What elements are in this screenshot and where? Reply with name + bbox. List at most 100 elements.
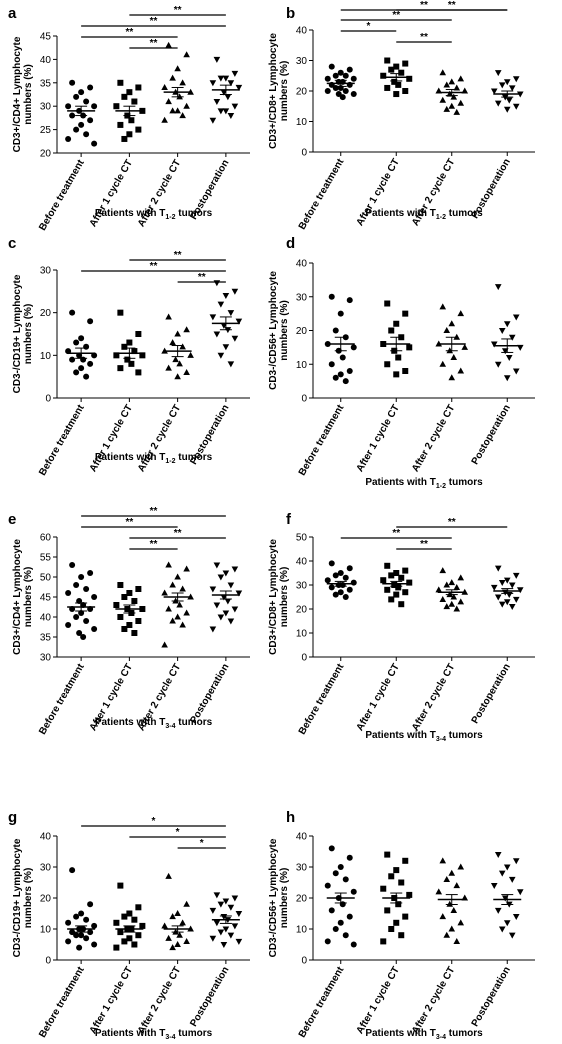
series-after-2-cycle-ct	[435, 303, 469, 381]
x-axis-label-sub: 3-4	[436, 736, 446, 743]
x-tick-label: After 2 cycle CT	[410, 403, 457, 474]
panel-letter: g	[8, 809, 17, 826]
data-point	[174, 107, 181, 114]
x-axis-label-tail: tumors	[176, 452, 213, 463]
significance-label: **	[198, 272, 206, 283]
data-point	[508, 582, 516, 589]
x-tick-label: After 1 cycle CT	[355, 662, 402, 733]
data-point	[346, 565, 353, 572]
data-point	[393, 867, 400, 874]
data-point	[494, 70, 502, 77]
data-point	[222, 610, 230, 617]
data-point	[135, 369, 142, 376]
data-point	[324, 88, 331, 94]
data-point	[503, 920, 511, 927]
data-point	[73, 93, 80, 100]
data-point	[135, 331, 142, 337]
data-point	[342, 88, 349, 94]
x-axis-label-main: Patients with T	[365, 477, 436, 488]
data-point	[350, 75, 357, 82]
data-point	[498, 82, 506, 89]
data-point	[342, 574, 349, 581]
data-point	[83, 916, 90, 923]
y-axis-label-line: CD3-/CD56+ Lymphocyte	[268, 271, 279, 390]
data-point	[213, 602, 221, 609]
data-point	[494, 100, 502, 107]
y-axis-label-line: numbers (%)	[279, 567, 290, 628]
data-point	[395, 354, 402, 361]
x-axis-label-tail: tumors	[446, 477, 483, 488]
panel-d: d 0 10 20 30 40 CD3-/CD56+ Lymphocytenumbers (…	[268, 235, 535, 490]
data-point	[165, 561, 172, 568]
data-point	[126, 131, 133, 138]
data-point	[388, 572, 395, 579]
data-point	[169, 913, 176, 920]
data-point	[346, 913, 353, 920]
data-point	[183, 900, 190, 907]
y-tick-label: 20	[40, 308, 52, 319]
series-postoperation	[490, 852, 524, 939]
y-axis-label-line: CD3+/CD4+ Lymphocyte	[12, 36, 23, 152]
data-point	[217, 574, 225, 581]
panel-e: e 30 35 40 45 50 55 60 CD3+/CD4+ Lymphocytenumbe…	[8, 506, 250, 737]
x-axis-label-tail: tumors	[176, 208, 213, 219]
data-point	[328, 63, 335, 70]
data-point	[69, 112, 76, 119]
data-point	[350, 941, 357, 948]
y-tick-label: 10	[296, 925, 308, 936]
data-point	[388, 926, 395, 932]
x-tick-label: Before treatment	[37, 157, 87, 232]
data-point	[443, 931, 451, 938]
y-axis-label: CD3+/CD4+ Lymphocytenumbers (%)	[12, 539, 34, 655]
data-point	[179, 621, 186, 628]
data-point	[213, 98, 221, 105]
series-postoperation	[490, 565, 524, 611]
data-point	[393, 91, 400, 98]
data-point	[87, 901, 94, 908]
data-point	[183, 326, 190, 333]
data-point	[80, 634, 87, 640]
data-point	[508, 85, 516, 92]
data-point	[73, 369, 80, 376]
panel-letter: c	[8, 235, 16, 252]
data-point	[209, 586, 217, 593]
data-point	[439, 857, 447, 864]
series-before-treatment	[324, 845, 357, 948]
series-before-treatment	[324, 560, 357, 600]
y-tick-label: 0	[301, 653, 307, 664]
x-axis-label-sub: 1-2	[165, 458, 175, 465]
data-point	[494, 594, 502, 601]
y-tick-label: 20	[296, 87, 308, 98]
data-point	[161, 84, 168, 91]
data-point	[231, 70, 239, 77]
data-point	[231, 288, 239, 295]
x-tick-label: After 1 cycle CT	[355, 403, 402, 474]
data-point	[388, 66, 395, 73]
data-point	[78, 910, 85, 917]
data-point	[490, 88, 498, 95]
data-point	[328, 293, 335, 300]
data-point	[91, 941, 98, 948]
data-point	[174, 65, 181, 72]
data-point	[342, 932, 349, 939]
data-point	[457, 919, 465, 926]
data-point	[83, 98, 90, 105]
x-axis-label: Patients with T3-4 tumors	[365, 1028, 483, 1041]
data-point	[169, 74, 176, 81]
y-axis-label-line: CD3+/CD8+ Lymphocyte	[268, 539, 279, 655]
data-point	[176, 601, 183, 608]
y-axis-label-line: numbers (%)	[23, 304, 34, 365]
data-point	[448, 925, 456, 932]
data-point	[505, 97, 513, 104]
data-point	[443, 875, 451, 882]
data-point	[346, 586, 353, 593]
data-point	[217, 108, 225, 115]
y-axis-label-line: CD3-/CD19+ Lymphocyte	[12, 274, 23, 393]
y-axis-label-line: numbers (%)	[279, 300, 290, 361]
x-axis-label-tail: tumors	[176, 1028, 213, 1039]
data-point	[393, 919, 400, 926]
data-point	[165, 872, 172, 879]
significance-label: **	[150, 539, 158, 550]
data-point	[450, 354, 458, 361]
data-point	[65, 135, 72, 142]
